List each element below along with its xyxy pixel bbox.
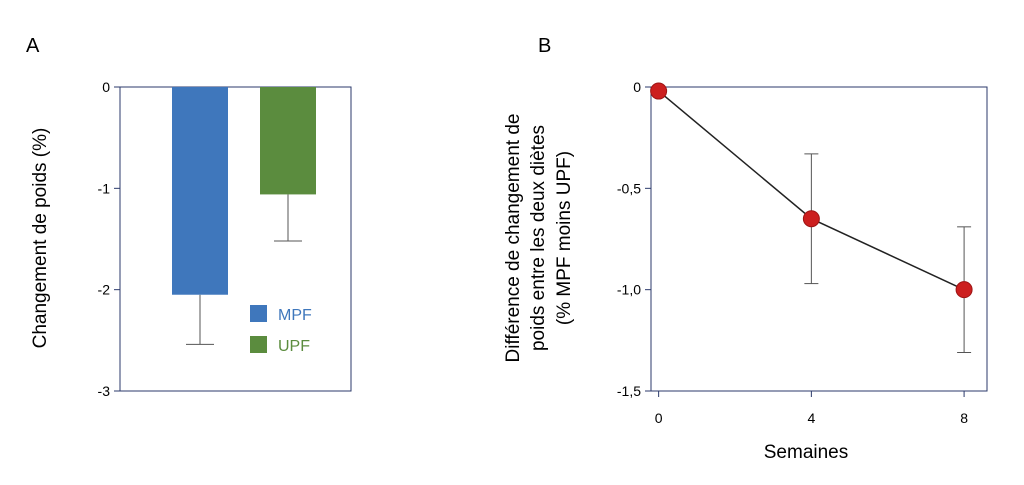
- panel-b-y-axis-title-line-1: Différence de changement de: [503, 114, 524, 363]
- panel-a-y-tick-label: -2: [98, 282, 111, 298]
- panel-a-legend: MPF UPF: [250, 305, 312, 355]
- panel-b-y-axis: 0 -0,5 -1,0 -1,5: [617, 79, 651, 399]
- panel-a-legend-label-upf: UPF: [278, 338, 310, 355]
- panel-a-y-tick-label: -1: [98, 180, 111, 196]
- panel-b-letter: B: [538, 35, 551, 57]
- panel-b-x-axis-title: Semaines: [764, 442, 849, 463]
- panel-b-y-axis-title-line-2: poids entre les deux diètes: [528, 125, 549, 351]
- panel-b-series: [650, 82, 973, 353]
- panel-a-letter: A: [26, 35, 40, 57]
- panel-b-line-chart: 0 -0,5 -1,0 -1,5 0 4 8 Semaines Différence de…: [503, 79, 988, 463]
- panel-a-y-axis: 0 -1 -2 -3: [98, 79, 120, 399]
- panel-b-y-tick-label: -0,5: [617, 180, 641, 196]
- panel-a-y-axis-title: Changement de poids (%): [30, 128, 51, 349]
- panel-a-plot-frame: [119, 86, 352, 392]
- panel-b-data-point: [955, 281, 973, 299]
- panel-b-x-tick-label: 0: [655, 410, 663, 426]
- panel-a-bars: [172, 87, 316, 345]
- panel-a-y-tick-label: -3: [98, 383, 111, 399]
- panel-b-x-tick-label: 8: [960, 410, 968, 426]
- panel-a-legend-label-mpf: MPF: [278, 307, 312, 324]
- panel-a-y-tick-label: 0: [102, 79, 110, 95]
- panel-b-y-tick-label: -1,5: [617, 383, 641, 399]
- panel-a-bar-mpf: [172, 87, 228, 295]
- panel-a-bar-chart: 0 -1 -2 -3 MPF UPF Changement de poids (%): [30, 79, 352, 399]
- panel-b-y-tick-label: 0: [633, 79, 641, 95]
- panel-b-y-axis-title-line-3: (% MPF moins UPF): [554, 151, 575, 325]
- panel-b-plot-frame: [650, 86, 988, 392]
- panel-b-y-tick-label: -1,0: [617, 282, 641, 298]
- panel-b-data-point: [802, 210, 820, 228]
- panel-b-x-tick-label: 4: [807, 410, 815, 426]
- panel-b-data-point: [650, 82, 668, 100]
- panel-a-legend-swatch-mpf: [250, 305, 267, 322]
- panel-a-legend-swatch-upf: [250, 336, 267, 353]
- panel-b-x-axis: 0 4 8: [655, 391, 968, 426]
- panel-a-bar-upf: [260, 87, 316, 195]
